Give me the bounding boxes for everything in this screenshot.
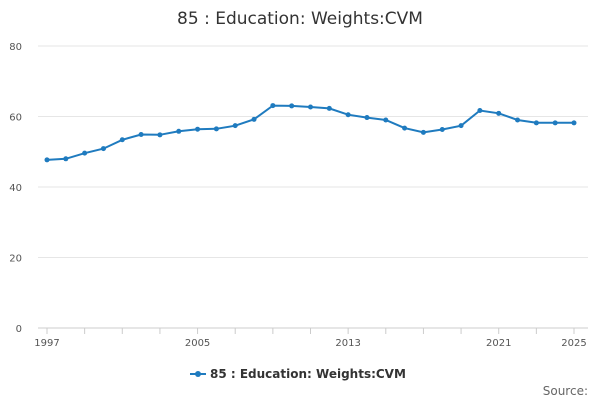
data-point[interactable] bbox=[63, 156, 69, 162]
series-points bbox=[44, 103, 577, 163]
y-tick-label: 20 bbox=[9, 254, 22, 265]
data-point[interactable] bbox=[496, 110, 502, 116]
data-point[interactable] bbox=[308, 104, 313, 110]
data-point[interactable] bbox=[477, 108, 483, 114]
data-point[interactable] bbox=[289, 103, 295, 109]
data-point[interactable] bbox=[232, 123, 238, 129]
data-point[interactable] bbox=[157, 132, 163, 138]
data-point[interactable] bbox=[552, 120, 558, 126]
y-tick-label: 60 bbox=[9, 113, 22, 124]
data-point[interactable] bbox=[345, 112, 351, 118]
chart-title: 85 : Education: Weights:CVM bbox=[177, 9, 423, 29]
legend-label: 85 : Education: Weights:CVM bbox=[210, 367, 406, 381]
legend-marker bbox=[195, 371, 201, 377]
y-tick-label: 80 bbox=[9, 42, 22, 53]
legend[interactable]: 85 : Education: Weights:CVM bbox=[190, 367, 406, 381]
data-point[interactable] bbox=[364, 115, 370, 121]
x-tick-label: 1997 bbox=[34, 338, 59, 349]
data-point[interactable] bbox=[420, 129, 426, 135]
data-point[interactable] bbox=[326, 105, 332, 111]
data-point[interactable] bbox=[439, 127, 445, 133]
data-point[interactable] bbox=[402, 125, 408, 131]
data-point[interactable] bbox=[100, 146, 106, 152]
data-point[interactable] bbox=[82, 150, 88, 156]
data-point[interactable] bbox=[571, 120, 577, 126]
y-tick-label: 40 bbox=[9, 183, 22, 194]
data-point[interactable] bbox=[195, 126, 201, 132]
x-axis: 1997 2005 2013 2021 2025 bbox=[34, 328, 587, 349]
x-tick-label: 2025 bbox=[561, 338, 586, 349]
data-point[interactable] bbox=[138, 131, 144, 137]
source-label: Source: bbox=[543, 384, 588, 398]
data-point[interactable] bbox=[44, 157, 50, 163]
y-tick-label: 0 bbox=[16, 324, 22, 335]
data-point[interactable] bbox=[515, 117, 521, 123]
data-point[interactable] bbox=[176, 128, 182, 134]
data-point[interactable] bbox=[270, 103, 276, 109]
data-point[interactable] bbox=[251, 116, 257, 122]
x-tick-label: 2021 bbox=[486, 338, 511, 349]
series-line bbox=[46, 104, 574, 161]
gridlines bbox=[38, 45, 588, 258]
y-axis: 0 20 40 60 80 bbox=[9, 42, 22, 335]
data-point[interactable] bbox=[533, 120, 539, 126]
data-point[interactable] bbox=[119, 137, 125, 143]
x-tick-label: 2005 bbox=[185, 338, 210, 349]
x-tick-label: 2013 bbox=[335, 338, 360, 349]
data-point[interactable] bbox=[458, 123, 464, 129]
data-point[interactable] bbox=[383, 117, 389, 123]
data-point[interactable] bbox=[213, 126, 219, 132]
